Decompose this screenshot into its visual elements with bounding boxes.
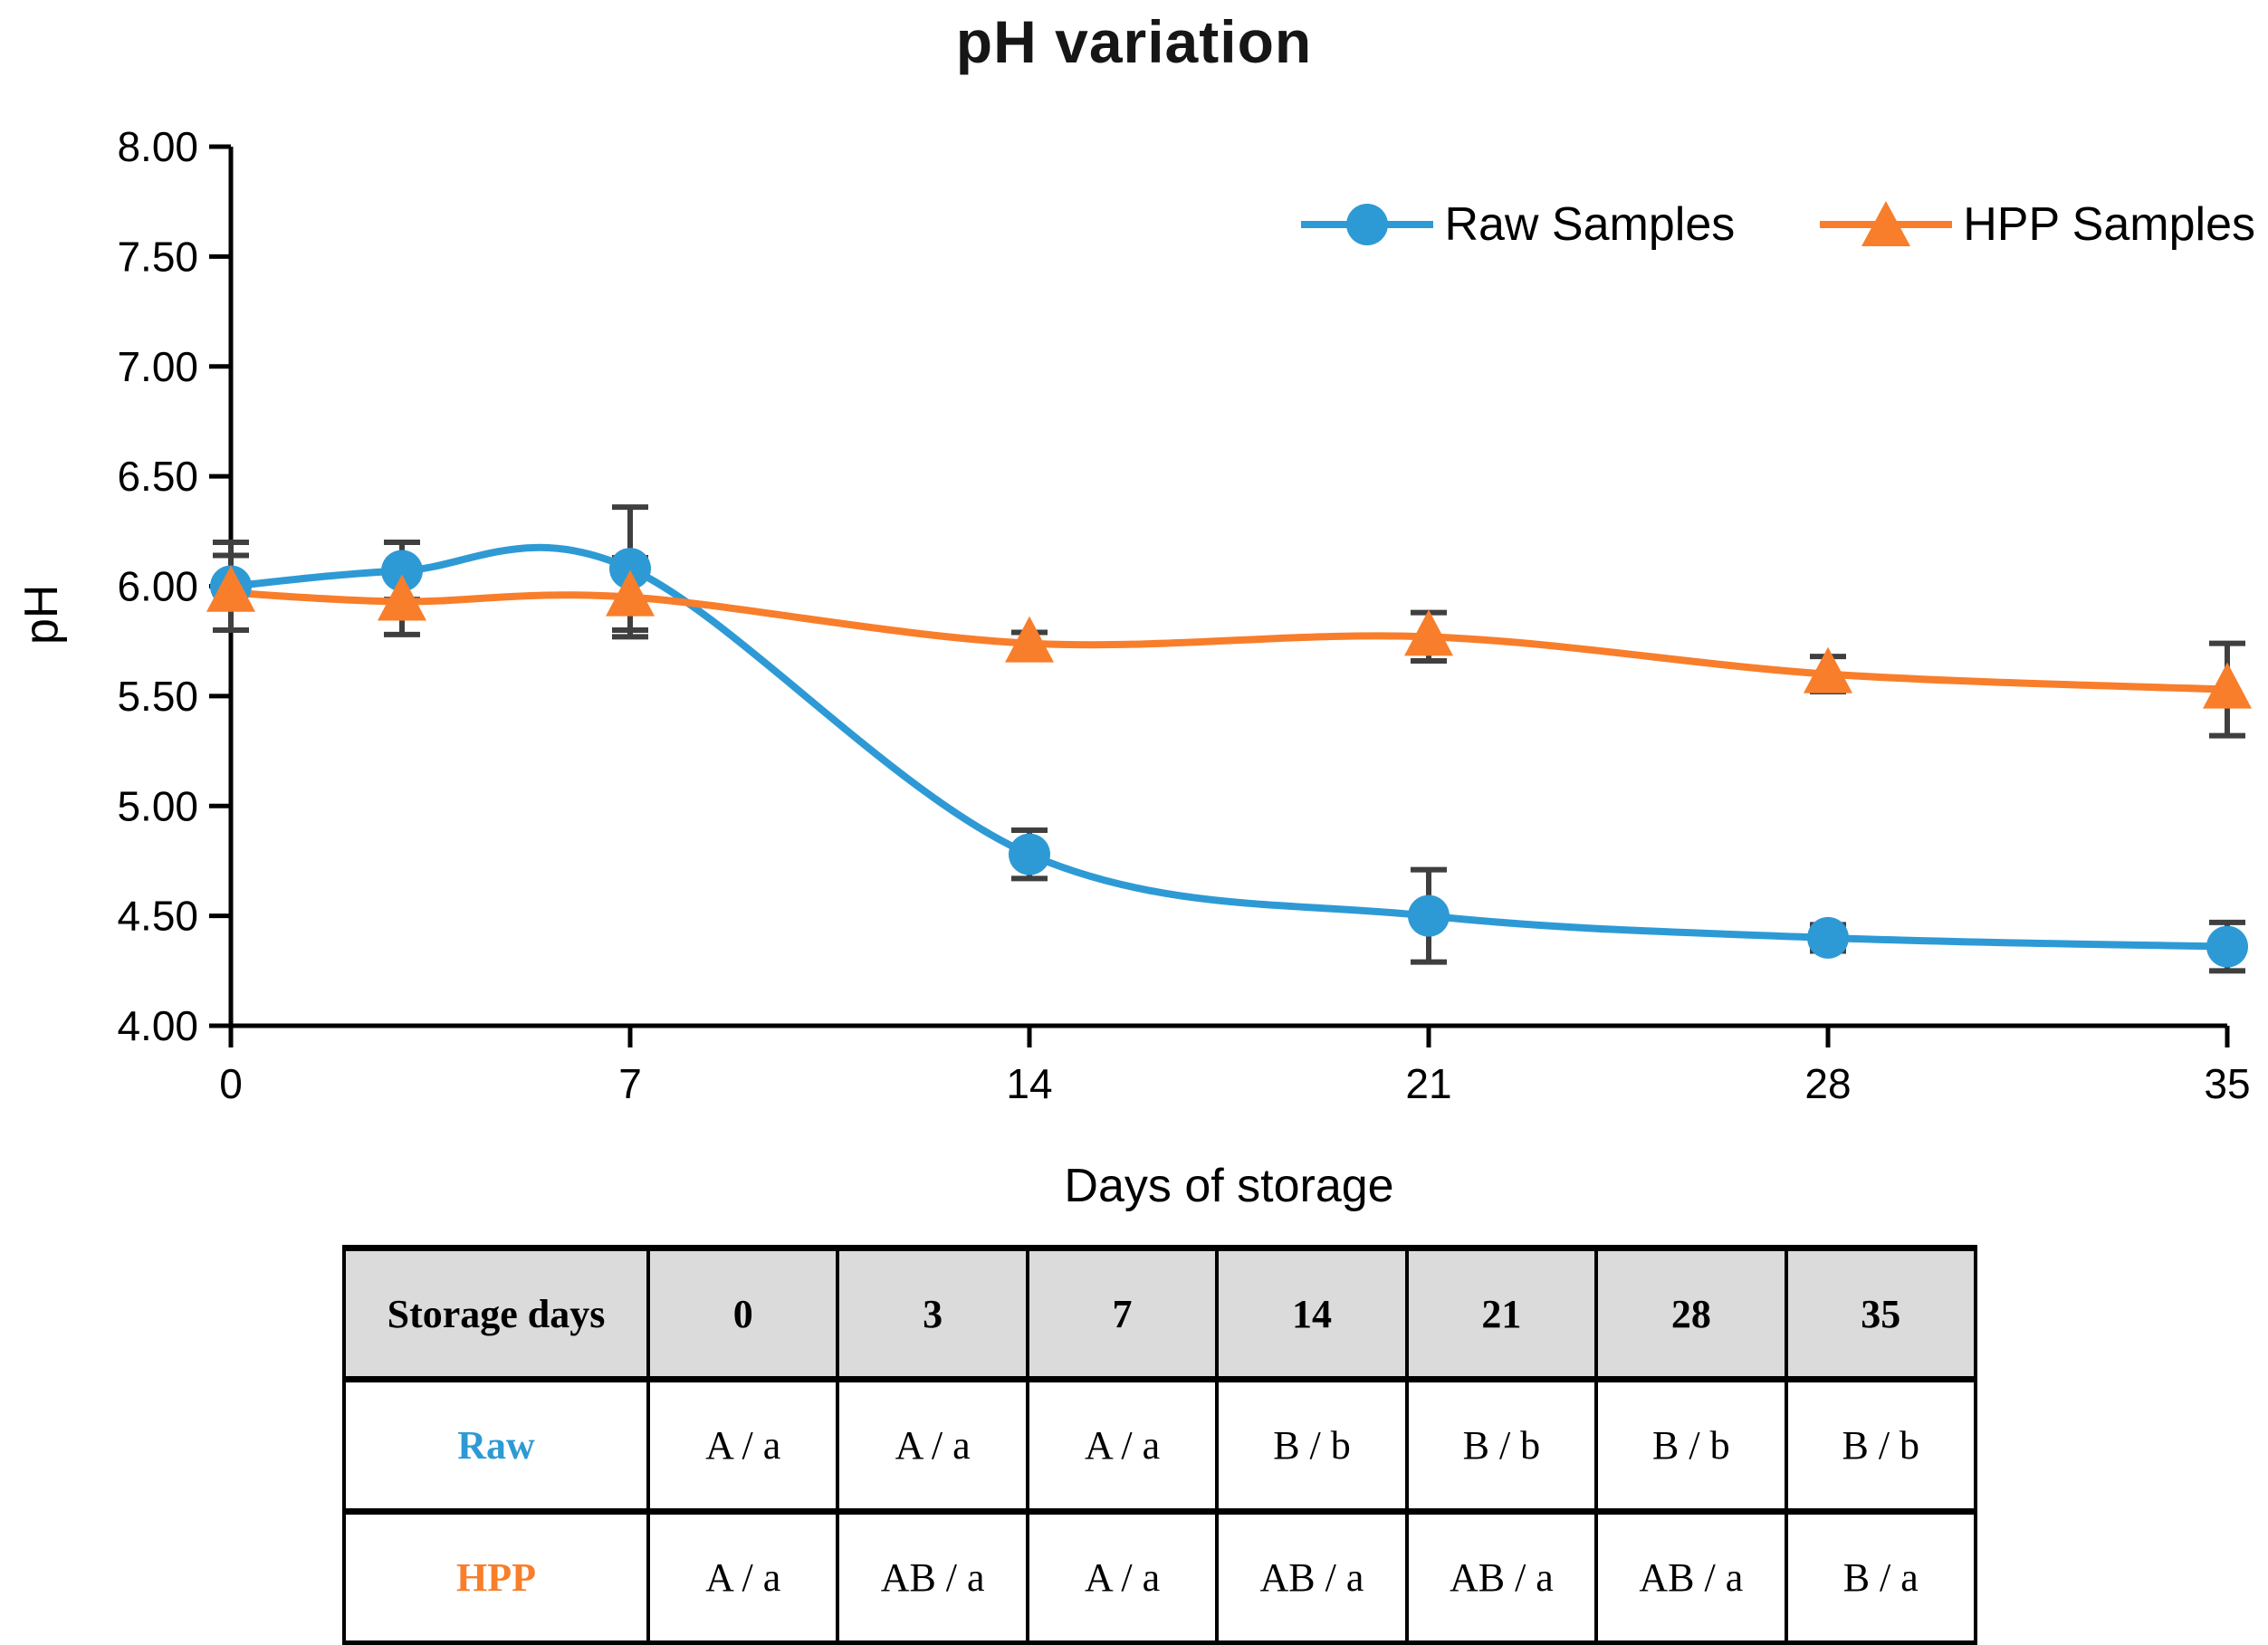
- table-header-day: 7: [1025, 1246, 1220, 1382]
- svg-text:21: 21: [1405, 1060, 1451, 1107]
- svg-text:6.50: 6.50: [117, 453, 198, 500]
- table-header-day: 3: [836, 1246, 1029, 1382]
- svg-text:7: 7: [618, 1060, 642, 1107]
- table-cell: A / a: [1025, 1377, 1220, 1514]
- significance-table: Storage days 0 3 7 14 21 28 35 Raw A / a…: [342, 1245, 1978, 1645]
- y-axis-title: pH: [15, 584, 68, 645]
- table-cell: AB / a: [1594, 1509, 1788, 1645]
- legend-label-hpp-samples: HPP Samples: [1963, 198, 2255, 251]
- table-row-raw: Raw A / a A / a A / a B / b B / b B / b …: [342, 1377, 1978, 1514]
- table-row-hpp: HPP A / a AB / a A / a AB / a AB / a AB …: [342, 1509, 1978, 1645]
- svg-text:7.00: 7.00: [117, 343, 198, 390]
- table-cell: A / a: [836, 1377, 1029, 1514]
- table-cell: B / b: [1784, 1377, 1978, 1514]
- raw-samples-line-circle-icon: [1301, 204, 1434, 245]
- svg-text:0: 0: [219, 1060, 243, 1107]
- svg-text:6.00: 6.00: [117, 563, 198, 610]
- table-cell: A / a: [646, 1377, 840, 1514]
- row-label-raw: Raw: [342, 1377, 650, 1514]
- svg-text:4.50: 4.50: [117, 893, 198, 940]
- svg-text:5.50: 5.50: [117, 673, 198, 720]
- chart-legend: Raw Samples HPP Samples: [1299, 197, 2255, 252]
- table-header-day: 35: [1784, 1246, 1978, 1382]
- svg-text:14: 14: [1006, 1060, 1052, 1107]
- table-cell: AB / a: [836, 1509, 1029, 1645]
- chart-title: pH variation: [955, 8, 1313, 75]
- legend-label-raw-samples: Raw Samples: [1444, 198, 1736, 251]
- row-label-hpp: HPP: [342, 1509, 650, 1645]
- legend-circle-marker: [1346, 204, 1389, 245]
- table-cell: AB / a: [1404, 1509, 1599, 1645]
- ph-line-chart: 4.00 4.50 5.00 5.50 6.00 6.50 7.00 7.50 8.00 0 7 14…: [117, 123, 2252, 1107]
- table-cell: B / b: [1404, 1377, 1599, 1514]
- hpp-samples-line-triangle-icon: [1820, 201, 1953, 246]
- table-cell: A / a: [1025, 1509, 1220, 1645]
- legend-triangle-marker: [1861, 201, 1911, 246]
- table-header-day: 0: [646, 1246, 840, 1382]
- table-header-day: 28: [1594, 1246, 1788, 1382]
- table-cell: B / a: [1784, 1509, 1978, 1645]
- table-cell: B / b: [1594, 1377, 1788, 1514]
- table-cell: B / b: [1215, 1377, 1409, 1514]
- svg-text:35: 35: [2204, 1060, 2250, 1107]
- svg-text:28: 28: [1804, 1060, 1851, 1107]
- table-header-storage-days: Storage days: [342, 1246, 650, 1382]
- svg-text:4.00: 4.00: [117, 1002, 198, 1049]
- x-axis-title: Days of storage: [1064, 1160, 1394, 1212]
- svg-text:7.50: 7.50: [117, 233, 198, 280]
- table-header-day: 14: [1215, 1246, 1409, 1382]
- svg-text:5.00: 5.00: [117, 782, 198, 829]
- table-cell: AB / a: [1215, 1509, 1409, 1645]
- table-cell: A / a: [646, 1509, 840, 1645]
- table-header-day: 21: [1404, 1246, 1599, 1382]
- svg-text:8.00: 8.00: [117, 123, 198, 170]
- legend-item-raw-samples: Raw Samples: [1299, 197, 1735, 252]
- table-header-row: Storage days 0 3 7 14 21 28 35: [342, 1246, 1978, 1382]
- legend-item-hpp-samples: HPP Samples: [1818, 197, 2255, 252]
